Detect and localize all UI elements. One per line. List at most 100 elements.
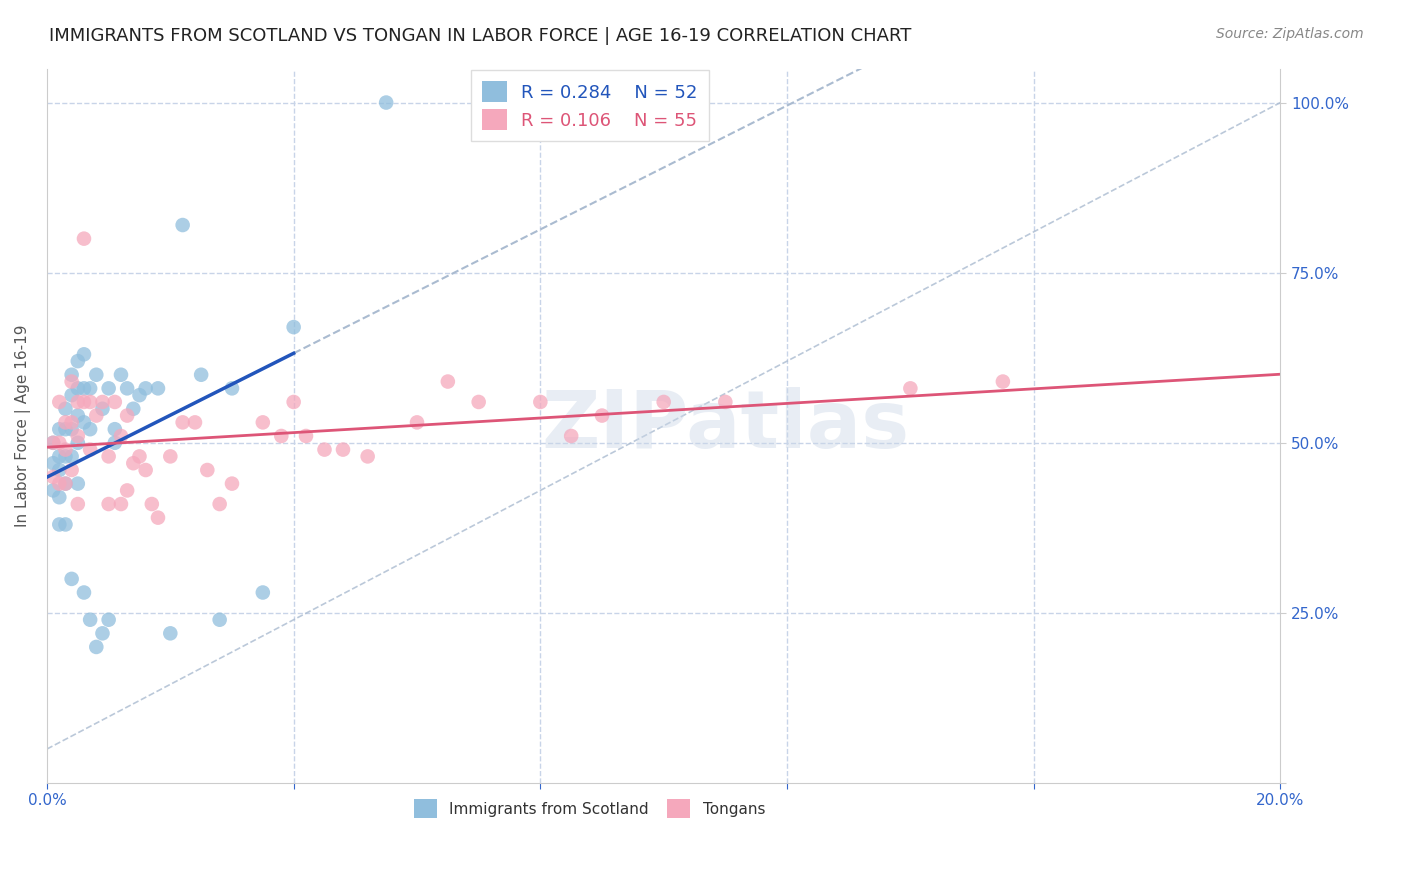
Point <box>898 381 921 395</box>
Point <box>184 416 207 430</box>
Point <box>73 381 96 395</box>
Point <box>146 510 169 524</box>
Point <box>135 463 157 477</box>
Point <box>66 409 89 423</box>
Point <box>221 381 243 395</box>
Point <box>55 476 77 491</box>
Point <box>283 320 305 334</box>
Point <box>110 497 132 511</box>
Point <box>332 442 354 457</box>
Point <box>60 450 83 464</box>
Point <box>437 375 460 389</box>
Point <box>560 429 582 443</box>
Point <box>172 416 194 430</box>
Point <box>115 409 138 423</box>
Point <box>42 435 65 450</box>
Point <box>97 613 120 627</box>
Point <box>146 381 169 395</box>
Point <box>159 626 181 640</box>
Text: ZIPatlas: ZIPatlas <box>541 387 910 465</box>
Point <box>48 422 70 436</box>
Legend: Immigrants from Scotland, Tongans: Immigrants from Scotland, Tongans <box>406 791 773 825</box>
Point <box>190 368 212 382</box>
Point <box>48 463 70 477</box>
Point <box>221 476 243 491</box>
Point <box>356 450 378 464</box>
Point <box>128 388 150 402</box>
Point <box>42 470 65 484</box>
Point <box>55 416 77 430</box>
Point <box>84 368 107 382</box>
Point <box>48 476 70 491</box>
Point <box>97 497 120 511</box>
Point <box>91 626 114 640</box>
Point <box>122 456 145 470</box>
Point <box>79 381 101 395</box>
Point <box>270 429 292 443</box>
Point <box>97 381 120 395</box>
Point <box>991 375 1014 389</box>
Point <box>208 613 231 627</box>
Point <box>60 422 83 436</box>
Point <box>60 416 83 430</box>
Point <box>135 381 157 395</box>
Point <box>97 450 120 464</box>
Point <box>48 395 70 409</box>
Point <box>42 435 65 450</box>
Point <box>591 409 613 423</box>
Point <box>252 416 274 430</box>
Point <box>141 497 163 511</box>
Point <box>66 395 89 409</box>
Point <box>48 450 70 464</box>
Point <box>79 395 101 409</box>
Point <box>60 572 83 586</box>
Point <box>60 368 83 382</box>
Point <box>529 395 551 409</box>
Point <box>122 401 145 416</box>
Point <box>104 395 127 409</box>
Point <box>55 517 77 532</box>
Point <box>208 497 231 511</box>
Point <box>66 476 89 491</box>
Point <box>48 490 70 504</box>
Point <box>55 422 77 436</box>
Point <box>79 422 101 436</box>
Point <box>60 375 83 389</box>
Point <box>79 442 101 457</box>
Point <box>91 401 114 416</box>
Point <box>60 388 83 402</box>
Point <box>172 218 194 232</box>
Point <box>66 381 89 395</box>
Point <box>73 232 96 246</box>
Point <box>714 395 737 409</box>
Point <box>84 409 107 423</box>
Point <box>42 456 65 470</box>
Point <box>66 497 89 511</box>
Point <box>79 613 101 627</box>
Point <box>406 416 429 430</box>
Point <box>115 483 138 498</box>
Text: IMMIGRANTS FROM SCOTLAND VS TONGAN IN LABOR FORCE | AGE 16-19 CORRELATION CHART: IMMIGRANTS FROM SCOTLAND VS TONGAN IN LA… <box>49 27 911 45</box>
Point <box>55 401 77 416</box>
Point <box>55 442 77 457</box>
Point <box>252 585 274 599</box>
Point <box>128 450 150 464</box>
Point <box>115 381 138 395</box>
Point <box>195 463 218 477</box>
Point <box>73 347 96 361</box>
Point <box>42 483 65 498</box>
Point <box>104 435 127 450</box>
Point <box>48 517 70 532</box>
Point <box>110 429 132 443</box>
Point <box>66 354 89 368</box>
Point <box>48 435 70 450</box>
Point <box>73 395 96 409</box>
Point <box>283 395 305 409</box>
Text: Source: ZipAtlas.com: Source: ZipAtlas.com <box>1216 27 1364 41</box>
Point <box>375 95 398 110</box>
Point <box>295 429 318 443</box>
Point <box>110 368 132 382</box>
Point <box>55 476 77 491</box>
Point <box>314 442 336 457</box>
Point <box>55 450 77 464</box>
